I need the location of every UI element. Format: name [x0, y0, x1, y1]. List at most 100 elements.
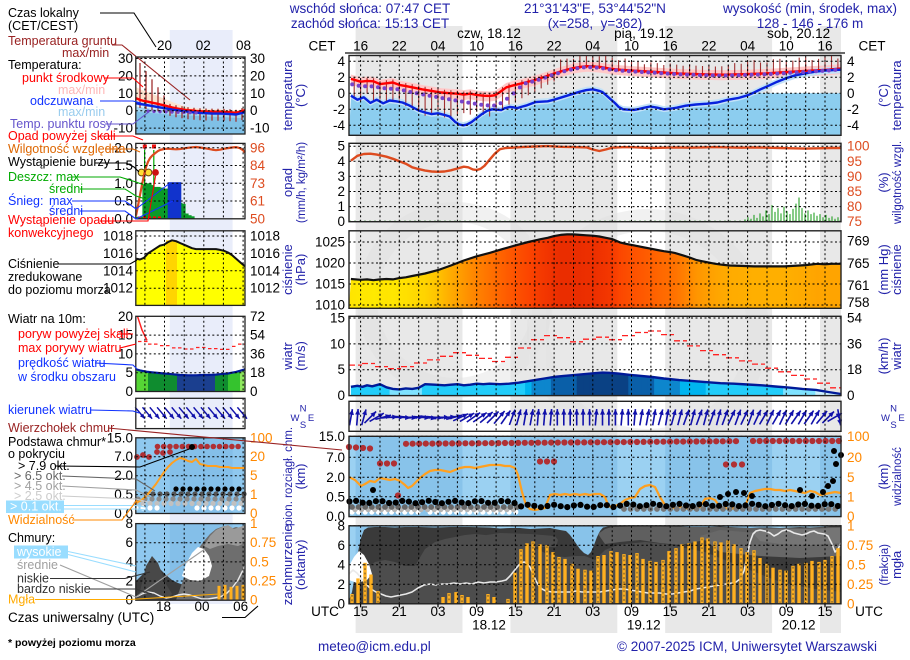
svg-text:765: 765 [847, 256, 870, 271]
svg-text:7.0: 7.0 [326, 450, 345, 465]
svg-text:mgła: mgła [889, 550, 904, 579]
svg-text:15: 15 [508, 604, 523, 619]
svg-text:73: 73 [250, 176, 265, 191]
svg-text:100: 100 [847, 429, 870, 444]
svg-text:5: 5 [847, 470, 855, 485]
svg-text:1: 1 [250, 487, 258, 502]
svg-text:Czas uniwersalny (UTC): Czas uniwersalny (UTC) [8, 610, 154, 625]
svg-text:wysokie: wysokie [16, 545, 62, 559]
svg-text:> 0.1 okt.: > 0.1 okt. [10, 500, 62, 514]
svg-text:0: 0 [250, 103, 258, 118]
svg-text:16: 16 [663, 39, 678, 54]
svg-text:Temperatura:: Temperatura: [8, 58, 82, 72]
svg-text:36: 36 [847, 336, 862, 351]
svg-text:(m/s): (m/s) [293, 341, 308, 371]
svg-text:54: 54 [847, 311, 863, 326]
svg-text:95: 95 [847, 154, 862, 169]
svg-text:50: 50 [250, 211, 265, 226]
svg-text:1.5: 1.5 [114, 158, 133, 173]
svg-text:widzialność: widzialność [892, 447, 904, 507]
svg-text:5: 5 [250, 468, 258, 483]
svg-text:1016: 1016 [250, 246, 280, 261]
svg-text:CET: CET [859, 39, 886, 54]
svg-text:09: 09 [624, 604, 639, 619]
svg-text:W: W [881, 413, 890, 424]
svg-text:03: 03 [585, 604, 600, 619]
svg-text:0: 0 [337, 596, 345, 611]
svg-text:max: max [49, 194, 73, 208]
svg-text:S: S [890, 420, 896, 431]
svg-text:20: 20 [118, 309, 133, 324]
svg-text:20: 20 [118, 68, 133, 83]
svg-text:1: 1 [847, 518, 855, 533]
svg-text:21: 21 [392, 604, 407, 619]
svg-text:03: 03 [740, 604, 755, 619]
svg-text:meteo@icm.edu.pl: meteo@icm.edu.pl [318, 639, 431, 654]
svg-text:1025: 1025 [315, 235, 345, 250]
svg-text:Chmury:: Chmury: [8, 531, 55, 545]
svg-text:> 7.9 okt.: > 7.9 okt. [18, 459, 70, 473]
svg-text:15.0: 15.0 [107, 430, 133, 445]
svg-text:E: E [308, 413, 314, 424]
svg-text:8: 8 [125, 516, 133, 531]
svg-text:20: 20 [847, 450, 862, 465]
svg-text:20: 20 [250, 68, 265, 83]
svg-text:769: 769 [847, 234, 870, 249]
svg-text:0.0: 0.0 [114, 506, 133, 521]
svg-text:-2: -2 [847, 102, 859, 117]
svg-text:Wystąpienie burzy: Wystąpienie burzy [8, 155, 111, 169]
svg-text:0: 0 [337, 214, 345, 229]
svg-text:03: 03 [430, 604, 445, 619]
svg-text:Ciśnienie: Ciśnienie [8, 257, 59, 271]
svg-text:max/min: max/min [58, 83, 105, 97]
svg-text:0: 0 [847, 388, 855, 403]
svg-text:128 - 146 - 176 m: 128 - 146 - 176 m [757, 16, 864, 31]
svg-text:04: 04 [740, 39, 756, 54]
svg-text:80: 80 [847, 199, 862, 214]
svg-text:0.25: 0.25 [847, 577, 873, 592]
svg-text:758: 758 [847, 295, 870, 310]
svg-text:średni: średni [49, 182, 83, 196]
svg-text:19.12: 19.12 [627, 618, 661, 633]
svg-text:bardzo niskie: bardzo niskie [17, 582, 91, 596]
svg-text:10: 10 [779, 39, 794, 54]
svg-text:2: 2 [337, 70, 345, 85]
svg-text:max/min: max/min [62, 46, 109, 60]
svg-text:0.75: 0.75 [847, 538, 873, 553]
svg-text:Podstawa chmur*: Podstawa chmur* [8, 435, 106, 449]
svg-text:0: 0 [250, 593, 258, 608]
svg-text:2: 2 [337, 577, 345, 592]
svg-text:(km): (km) [293, 464, 308, 490]
svg-text:0: 0 [250, 384, 258, 399]
svg-text:2.0: 2.0 [114, 468, 133, 483]
svg-text:10: 10 [118, 346, 133, 361]
svg-text:1016: 1016 [103, 246, 133, 261]
svg-text:punkt środkowy: punkt środkowy [22, 71, 110, 85]
svg-text:Wierzchołek chmur: Wierzchołek chmur [8, 421, 114, 435]
svg-text:0: 0 [337, 86, 345, 101]
svg-text:2.0: 2.0 [326, 470, 345, 485]
svg-text:10: 10 [469, 39, 484, 54]
svg-text:0.5: 0.5 [326, 489, 345, 504]
svg-text:6: 6 [337, 538, 345, 553]
svg-text:(mm Hg): (mm Hg) [876, 244, 891, 295]
svg-text:czw, 18.12: czw, 18.12 [457, 26, 521, 41]
svg-text:75: 75 [847, 214, 862, 229]
svg-text:* powyżej poziomu morza: * powyżej poziomu morza [8, 637, 136, 649]
svg-text:zredukowane: zredukowane [8, 270, 82, 284]
svg-text:00: 00 [194, 599, 209, 614]
svg-text:09: 09 [469, 604, 484, 619]
svg-text:UTC: UTC [311, 604, 339, 619]
svg-text:max/min: max/min [58, 105, 105, 119]
svg-text:Widzialność: Widzialność [8, 513, 75, 527]
svg-text:0.5: 0.5 [250, 554, 269, 569]
svg-text:0.0: 0.0 [326, 509, 345, 524]
svg-text:02: 02 [196, 38, 211, 53]
svg-text:22: 22 [547, 39, 562, 54]
svg-text:wschód słońca: 07:47 CET: wschód słońca: 07:47 CET [289, 1, 451, 16]
svg-text:UTC: UTC [855, 604, 883, 619]
svg-text:1020: 1020 [315, 256, 345, 271]
svg-text:> 4.5 okt.: > 4.5 okt. [14, 479, 66, 493]
svg-text:-10: -10 [113, 121, 133, 136]
svg-text:15: 15 [353, 604, 368, 619]
